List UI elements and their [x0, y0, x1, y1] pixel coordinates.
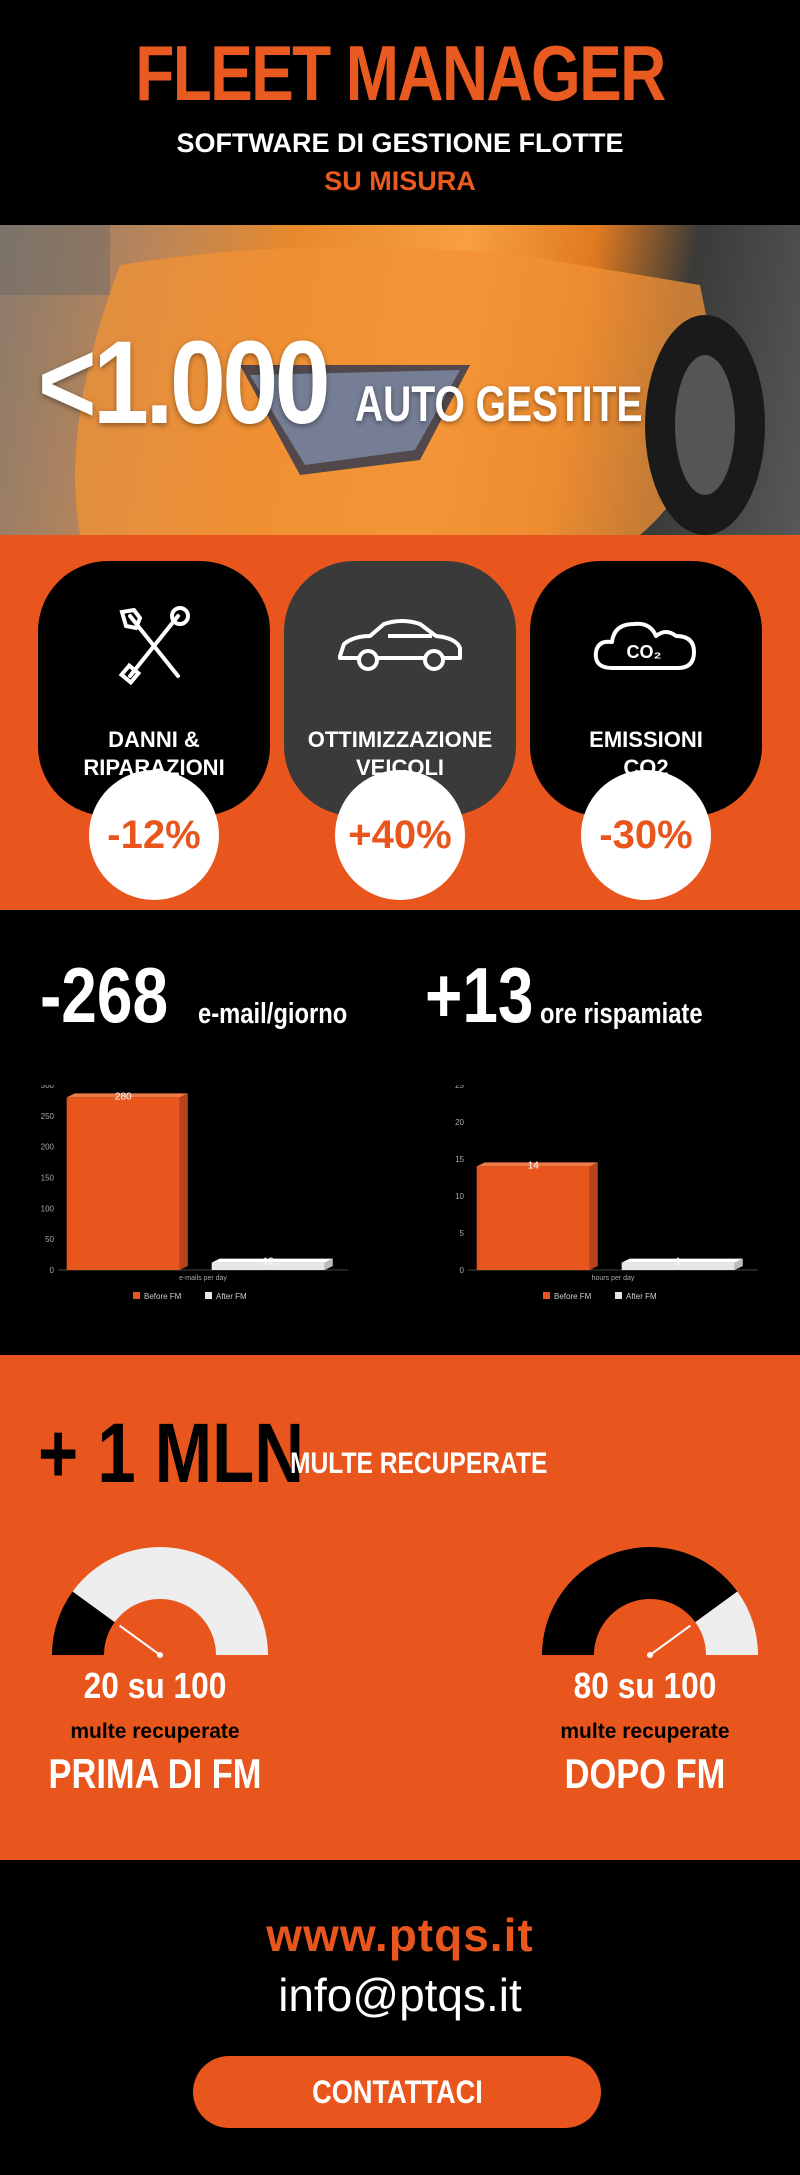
fines-section: + 1 MLN MULTE RECUPERATE 20 su 100 multe… — [0, 1355, 800, 1860]
gauge-needle-1 — [649, 1624, 692, 1656]
kpi-section: DANNI & RIPARAZIONI -12% OTTIMIZZAZIONE … — [0, 535, 800, 910]
bar-after-fm — [621, 1258, 743, 1270]
y-tick-label-1-1: 5 — [460, 1229, 465, 1238]
gauge-before-ratio: 20 su 100 — [83, 1665, 227, 1706]
bar-before-fm — [476, 1162, 598, 1270]
svg-text:CO₂: CO₂ — [627, 642, 662, 662]
subtitle-line2: SU MISURA — [324, 166, 476, 196]
hours-saved-number: +13 — [425, 951, 534, 1039]
y-tick-label-0-6: 300 — [41, 1085, 55, 1090]
email-link[interactable]: info@ptqs.it — [278, 1969, 522, 2021]
kpi-value-emissions: -30% — [581, 770, 711, 900]
y-tick-label-1-2: 10 — [455, 1192, 464, 1201]
gauge-needle-0 — [118, 1624, 161, 1656]
bar-after-fm — [211, 1258, 333, 1270]
data-label-0-1: 12 — [263, 1257, 275, 1268]
legend-label-1-1: After FM — [626, 1292, 657, 1301]
hours-saved-label: ore rispamiate — [540, 998, 703, 1030]
data-label-1-0: 14 — [528, 1160, 540, 1171]
co2-cloud-icon: CO₂ — [593, 621, 696, 670]
y-tick-label-1-0: 0 — [460, 1266, 465, 1275]
managed-cars-label: AUTO GESTITE — [355, 376, 643, 432]
kpi-value-optimization: +40% — [335, 770, 465, 900]
hours-chart: 0 5 10 15 20 25 14 1 hours per day Before FM After… — [455, 1085, 758, 1301]
y-tick-label-1-3: 15 — [455, 1155, 464, 1164]
legend-swatch-0-0 — [133, 1292, 140, 1299]
bar-before-fm — [66, 1093, 188, 1270]
y-tick-label-0-5: 250 — [41, 1112, 55, 1121]
data-label-1-1: 1 — [675, 1257, 681, 1268]
gauge-after-caption: multe recuperate — [560, 1720, 730, 1743]
fines-recovered-label: MULTE RECUPERATE — [290, 1447, 548, 1480]
gauge-remaining-1 — [695, 1591, 758, 1655]
y-tick-label-0-2: 100 — [41, 1204, 55, 1213]
subtitle-line1: SOFTWARE DI GESTIONE FLOTTE — [176, 128, 624, 158]
gauge-before-label: PRIMA DI FM — [48, 1750, 262, 1797]
gauge-remaining-0 — [72, 1547, 269, 1655]
hero-banner: <1.000 AUTO GESTITE — [0, 225, 800, 535]
x-axis-label-0: e-mails per day — [179, 1275, 227, 1282]
legend-label-0-0: Before FM — [144, 1292, 182, 1301]
header: FLEET MANAGER SOFTWARE DI GESTIONE FLOTT… — [0, 0, 800, 225]
gauge-pivot-1 — [647, 1652, 653, 1658]
page-title: FLEET MANAGER — [135, 29, 666, 117]
gauge-before-caption: multe recuperate — [70, 1720, 240, 1743]
y-tick-label-0-0: 0 — [50, 1266, 55, 1275]
y-tick-label-0-3: 150 — [41, 1174, 55, 1183]
website-link[interactable]: www.ptqs.it — [266, 1909, 534, 1961]
emails-chart: 0 50 100 150 200 250 300 280 12 e-mails per day Be… — [41, 1085, 348, 1301]
gauge-pivot-0 — [157, 1652, 163, 1658]
legend-swatch-1-1 — [615, 1292, 622, 1299]
y-tick-label-1-4: 20 — [455, 1118, 464, 1127]
gauge-filled-0 — [52, 1591, 115, 1655]
legend-swatch-0-1 — [205, 1292, 212, 1299]
charts-section: -268 e-mail/giorno +13 ore rispamiate 0 5… — [0, 910, 800, 1355]
data-label-0-0: 280 — [115, 1091, 132, 1102]
y-tick-label-1-5: 25 — [455, 1085, 464, 1090]
managed-cars-number: <1.000 — [38, 317, 331, 449]
contact-button[interactable]: CONTATTACI — [193, 2056, 601, 2128]
kpi-card-optimization: OTTIMIZZAZIONE VEICOLI — [284, 561, 516, 816]
y-tick-label-0-1: 50 — [45, 1235, 54, 1244]
gauge-after-label: DOPO FM — [564, 1750, 726, 1797]
y-tick-label-0-4: 200 — [41, 1143, 55, 1152]
gauge-before — [52, 1547, 269, 1658]
emails-saved-number: -268 — [40, 951, 169, 1039]
car-photo-illustration — [0, 225, 765, 535]
gauge-filled-1 — [542, 1547, 738, 1655]
gauge-after — [542, 1547, 758, 1658]
fines-recovered-number: + 1 MLN — [38, 1406, 305, 1500]
emails-saved-label: e-mail/giorno — [198, 998, 348, 1030]
kpi-value-damages: -12% — [89, 770, 219, 900]
car-icon — [338, 619, 462, 671]
legend-label-1-0: Before FM — [554, 1292, 592, 1301]
gauge-after-ratio: 80 su 100 — [573, 1665, 717, 1706]
tools-icon — [118, 606, 190, 686]
footer: www.ptqs.it info@ptqs.it CONTATTACI — [0, 1860, 800, 2175]
x-axis-label-1: hours per day — [592, 1275, 635, 1282]
legend-swatch-1-0 — [543, 1292, 550, 1299]
legend-label-0-1: After FM — [216, 1292, 247, 1301]
